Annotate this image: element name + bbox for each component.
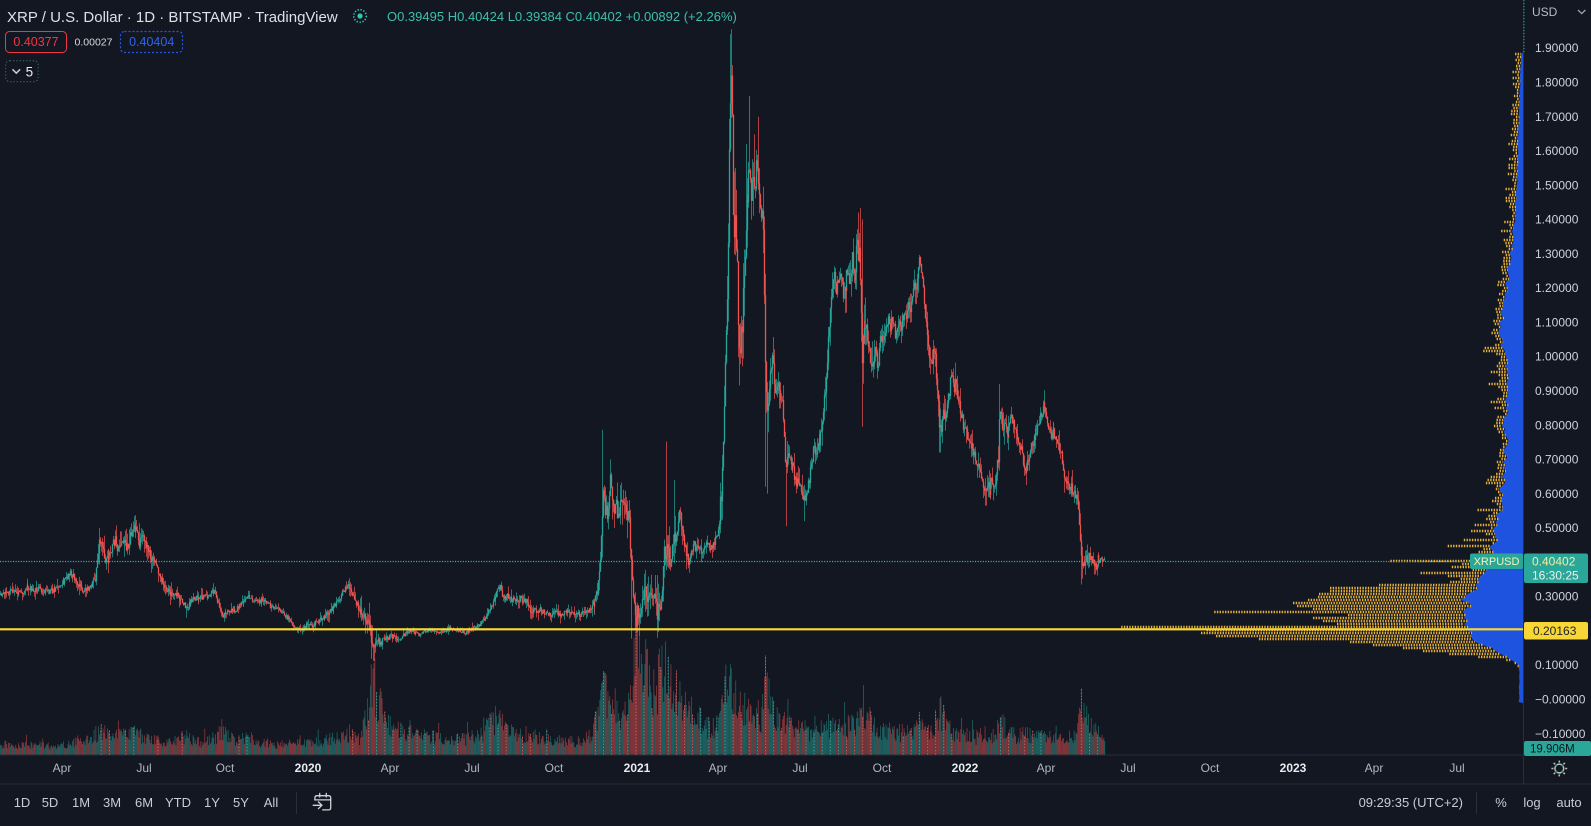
svg-text:0.80000: 0.80000 [1535, 418, 1579, 432]
svg-text:1.20000: 1.20000 [1535, 281, 1579, 295]
svg-text:2021: 2021 [624, 761, 651, 775]
svg-text:Apr: Apr [1037, 761, 1056, 775]
svg-text:0.40377: 0.40377 [13, 35, 58, 49]
svg-text:0.70000: 0.70000 [1535, 453, 1579, 467]
svg-text:XRP / U.S. Dollar · 1D · BITST: XRP / U.S. Dollar · 1D · BITSTAMP · Trad… [7, 9, 338, 26]
svg-text:Jul: Jul [1449, 761, 1464, 775]
svg-text:Apr: Apr [381, 761, 400, 775]
svg-text:0.50000: 0.50000 [1535, 521, 1579, 535]
svg-text:Oct: Oct [873, 761, 892, 775]
svg-text:0.00027: 0.00027 [75, 37, 113, 49]
svg-text:Oct: Oct [545, 761, 564, 775]
svg-text:1.70000: 1.70000 [1535, 110, 1579, 124]
svg-text:1.30000: 1.30000 [1535, 247, 1579, 261]
svg-text:2020: 2020 [295, 761, 322, 775]
svg-text:Jul: Jul [792, 761, 807, 775]
svg-text:Jul: Jul [464, 761, 479, 775]
svg-text:log: log [1523, 795, 1540, 810]
svg-text:6M: 6M [135, 795, 153, 810]
svg-text:1.60000: 1.60000 [1535, 144, 1579, 158]
svg-text:0.40404: 0.40404 [129, 35, 174, 49]
svg-text:5: 5 [26, 64, 34, 79]
svg-text:1Y: 1Y [204, 795, 220, 810]
svg-text:5Y: 5Y [233, 795, 249, 810]
svg-text:1.50000: 1.50000 [1535, 178, 1579, 192]
svg-text:XRPUSD: XRPUSD [1474, 556, 1520, 568]
svg-text:auto: auto [1556, 795, 1581, 810]
svg-text:0.20163: 0.20163 [1533, 624, 1577, 638]
svg-text:2023: 2023 [1280, 761, 1307, 775]
svg-text:Oct: Oct [1201, 761, 1220, 775]
svg-text:All: All [264, 795, 279, 810]
svg-text:0.10000: 0.10000 [1535, 658, 1579, 672]
svg-text:1.90000: 1.90000 [1535, 41, 1579, 55]
svg-text:19.906M: 19.906M [1530, 744, 1575, 756]
svg-text:0.40402: 0.40402 [1532, 555, 1576, 569]
svg-text:2022: 2022 [952, 761, 979, 775]
svg-text:Jul: Jul [136, 761, 151, 775]
svg-text:−0.00000: −0.00000 [1535, 693, 1586, 707]
svg-text:%: % [1495, 795, 1507, 810]
svg-text:Oct: Oct [216, 761, 235, 775]
svg-text:−0.10000: −0.10000 [1535, 727, 1586, 741]
svg-text:YTD: YTD [165, 795, 191, 810]
svg-text:Apr: Apr [53, 761, 72, 775]
svg-text:09:29:35 (UTC+2): 09:29:35 (UTC+2) [1359, 795, 1463, 810]
svg-text:0.90000: 0.90000 [1535, 384, 1579, 398]
svg-text:1.40000: 1.40000 [1535, 213, 1579, 227]
svg-text:Apr: Apr [1365, 761, 1384, 775]
svg-text:1.00000: 1.00000 [1535, 350, 1579, 364]
svg-text:0.30000: 0.30000 [1535, 590, 1579, 604]
svg-text:0.60000: 0.60000 [1535, 487, 1579, 501]
svg-text:1D: 1D [14, 795, 31, 810]
svg-text:Jul: Jul [1120, 761, 1135, 775]
svg-text:3M: 3M [103, 795, 121, 810]
svg-text:USD: USD [1532, 5, 1558, 19]
svg-text:1M: 1M [72, 795, 90, 810]
svg-text:16:30:25: 16:30:25 [1532, 569, 1579, 583]
svg-text:1.80000: 1.80000 [1535, 76, 1579, 90]
svg-text:1.10000: 1.10000 [1535, 315, 1579, 329]
svg-text:Apr: Apr [709, 761, 728, 775]
svg-text:5D: 5D [42, 795, 59, 810]
svg-text:O0.39495 H0.40424 L0.39384 C0.: O0.39495 H0.40424 L0.39384 C0.40402 +0.0… [387, 9, 737, 24]
